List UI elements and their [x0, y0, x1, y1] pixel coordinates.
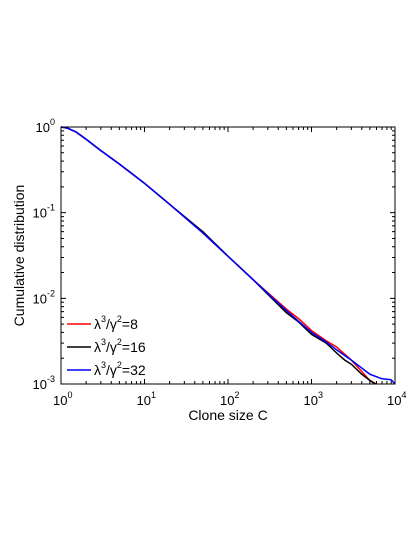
x-tick-label: 100: [53, 390, 72, 408]
plot-lines: [60, 126, 396, 385]
legend-label: λ3/γ2=16: [94, 337, 146, 355]
legend-item: λ3/γ2=16: [67, 337, 146, 355]
x-tick-label: 103: [304, 390, 323, 408]
y-tick-label: 10-3: [33, 374, 55, 392]
y-tick-labels: 100 10-1 10-2 10-3: [33, 117, 55, 392]
y-tick-label: 10-2: [33, 288, 55, 306]
x-axis-label: Clone size C: [188, 407, 267, 423]
axis-ticks: [60, 126, 396, 385]
y-tick-label: 100: [36, 117, 55, 135]
x-tick-label: 101: [137, 390, 156, 408]
series-line-3: [60, 126, 396, 385]
legend-item: λ3/γ2=8: [67, 314, 138, 332]
x-tick-label: 102: [220, 390, 239, 408]
tick-marks: [60, 126, 396, 385]
x-tick-labels: 100 101 102 103 104: [53, 390, 406, 408]
legend-label: λ3/γ2=32: [94, 360, 146, 378]
legend-label: λ3/γ2=8: [94, 314, 138, 332]
legend: λ3/γ2=8 λ3/γ2=16 λ3/γ2=32: [67, 314, 146, 378]
y-axis-label: Cumulative distribution: [11, 185, 27, 327]
x-tick-label: 104: [387, 390, 406, 408]
legend-item: λ3/γ2=32: [67, 360, 146, 378]
y-tick-label: 10-1: [33, 203, 55, 221]
